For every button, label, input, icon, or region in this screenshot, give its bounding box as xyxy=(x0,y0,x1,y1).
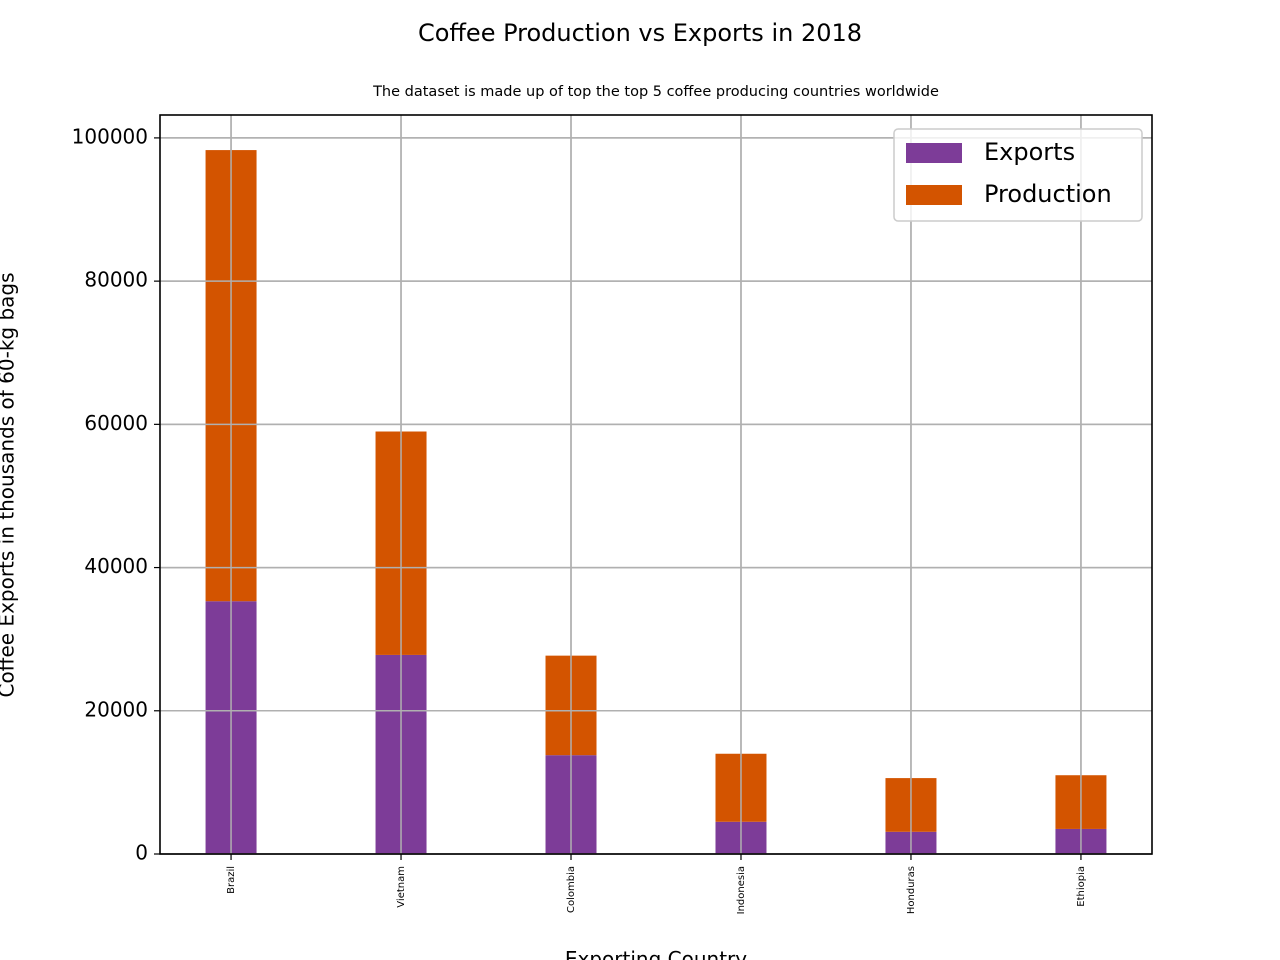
x-tick-label: Ethiopia xyxy=(1076,866,1087,907)
legend-label: Exports xyxy=(984,138,1075,166)
legend-swatch xyxy=(906,143,962,163)
x-axis-label: Exporting Country xyxy=(565,947,747,960)
y-tick-label: 80000 xyxy=(84,268,148,292)
x-tick-label: Vietnam xyxy=(396,866,407,908)
chart-subtitle: The dataset is made up of top the top 5 … xyxy=(372,84,939,100)
y-tick-label: 40000 xyxy=(84,554,148,578)
legend-swatch xyxy=(906,185,962,205)
axes-frame xyxy=(159,114,1153,855)
x-tick-label: Brazil xyxy=(226,866,237,894)
x-tick-label: Indonesia xyxy=(736,866,747,914)
x-tick-label: Honduras xyxy=(906,866,917,914)
chart-title: Coffee Production vs Exports in 2018 xyxy=(418,19,862,47)
x-tick-label: Colombia xyxy=(566,866,577,913)
y-tick-label: 20000 xyxy=(84,697,148,721)
y-tick-label: 0 xyxy=(135,841,148,865)
y-axis-label: Coffee Exports in thousands of 60-kg bag… xyxy=(0,272,19,697)
y-tick-label: 100000 xyxy=(72,124,148,148)
legend-label: Production xyxy=(984,180,1112,208)
y-tick-label: 60000 xyxy=(84,411,148,435)
